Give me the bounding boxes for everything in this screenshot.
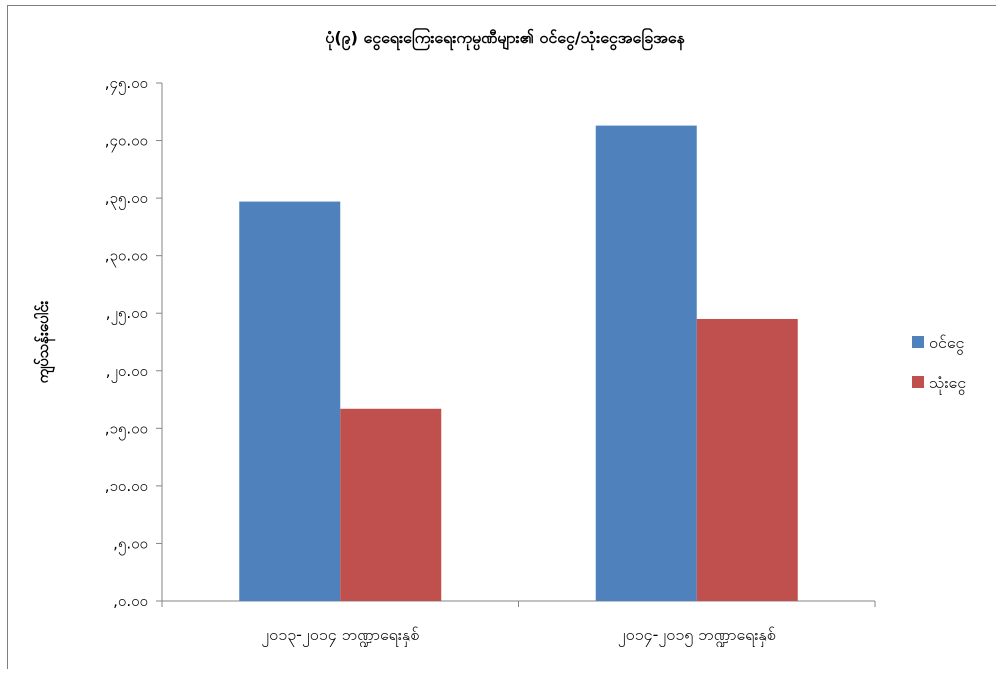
y-tick-label: ,၁၅.၀၀: [105, 419, 148, 440]
y-tick-label: ,၃၅.၀၀: [105, 189, 148, 210]
bar-income: [239, 201, 341, 601]
y-tick-label: ,၀.၀၀: [113, 592, 148, 610]
chart-title: ပုံ(၉) ငွေရေးကြေးရေးကုမ္ပဏီများ၏ ဝင်ငွေ/…: [325, 27, 685, 51]
bar-income: [595, 125, 697, 601]
y-tick-label: ,၂၀.၀၀: [106, 362, 148, 383]
x-category-label: ၂၀၁၄-၂၀၁၅ ဘဏ္ဍာရေးနှစ်: [618, 625, 776, 647]
bar-expense: [340, 408, 442, 601]
chart-frame: [7, 5, 996, 669]
bar-expense: [696, 318, 798, 601]
y-tick-label: ,၃၀.၀၀: [105, 247, 148, 268]
legend: ဝင်ငွေသုံးငွေ: [912, 333, 966, 395]
y-axis-label: ကျပ်သန်းပေါင်း: [33, 300, 56, 383]
bars: [239, 125, 798, 601]
y-tick-label: ,၄၅.၀၀: [105, 74, 148, 95]
y-tick-label: ,၁၀.၀၀: [105, 477, 148, 495]
y-tick-label: ,၄၀.၀၀: [105, 132, 148, 153]
x-category-label: ၂၀၁၃-၂၀၁၄ ဘဏ္ဍာရေးနှစ်: [261, 625, 419, 647]
y-tick-labels: ,၀.၀၀ ,၅.၀၀ ,၁၀.၀၀ ,၁၅.၀၀ ,၂၀.၀၀ ,၂၅.၀၀ ,၃၀.၀၀…: [105, 74, 148, 610]
legend-swatch: [912, 376, 924, 388]
y-tick-label: ,၅.၀၀: [113, 534, 148, 555]
legend-label: သုံးငွေ: [929, 373, 966, 395]
legend-swatch: [912, 336, 924, 348]
legend-label: ဝင်ငွေ: [929, 333, 965, 355]
x-category-labels: ၂၀၁၃-၂၀၁၄ ဘဏ္ဍာရေးနှစ် ၂၀၁၄-၂၀၁၅ ဘဏ္ဍာရေး…: [261, 625, 776, 647]
y-tick-label: ,၂၅.၀၀: [106, 304, 148, 325]
